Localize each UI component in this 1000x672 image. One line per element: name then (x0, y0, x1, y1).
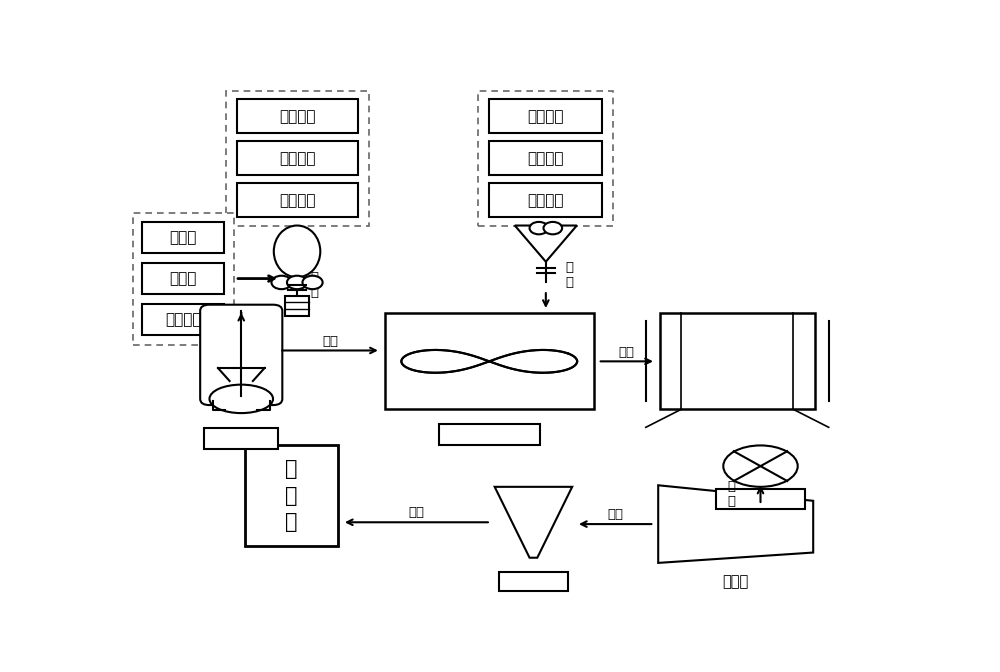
Text: 海藻酸: 海藻酸 (169, 271, 197, 286)
FancyBboxPatch shape (385, 313, 594, 409)
Text: 冷却: 冷却 (619, 345, 635, 359)
Ellipse shape (723, 446, 798, 487)
Text: 计量: 计量 (322, 335, 338, 347)
Text: 包装: 包装 (408, 507, 424, 519)
FancyBboxPatch shape (237, 141, 358, 175)
Circle shape (302, 276, 323, 289)
FancyBboxPatch shape (237, 183, 358, 217)
FancyBboxPatch shape (489, 183, 602, 217)
Text: 反应釜: 反应釜 (228, 431, 254, 446)
Text: 专
用
肥: 专 用 肥 (285, 460, 298, 532)
Text: 计
量: 计 量 (310, 271, 318, 299)
Text: 振动筛: 振动筛 (723, 574, 749, 589)
FancyBboxPatch shape (142, 222, 224, 253)
Polygon shape (515, 226, 577, 261)
FancyBboxPatch shape (499, 573, 568, 591)
FancyBboxPatch shape (237, 99, 358, 133)
FancyBboxPatch shape (716, 489, 805, 509)
Circle shape (544, 222, 562, 235)
FancyBboxPatch shape (478, 91, 613, 226)
Text: 过
筛: 过 筛 (727, 480, 735, 508)
FancyBboxPatch shape (489, 99, 602, 133)
FancyBboxPatch shape (439, 424, 540, 445)
FancyBboxPatch shape (660, 313, 815, 409)
FancyBboxPatch shape (204, 428, 278, 449)
FancyBboxPatch shape (489, 141, 602, 175)
Text: 氨基酸: 氨基酸 (169, 230, 197, 245)
FancyBboxPatch shape (285, 296, 309, 316)
Text: 第三原料: 第三原料 (527, 193, 564, 208)
Text: 第二原料: 第二原料 (527, 151, 564, 166)
FancyBboxPatch shape (200, 304, 282, 405)
FancyBboxPatch shape (245, 446, 338, 546)
Text: 计量称: 计量称 (520, 574, 547, 589)
Text: 第五原料: 第五原料 (279, 151, 316, 166)
Text: 第一原料: 第一原料 (527, 109, 564, 124)
Text: 冷风冷却: 冷风冷却 (743, 491, 778, 506)
Text: 转鼓造粒机: 转鼓造粒机 (467, 427, 511, 442)
Text: 复硝酚钠: 复硝酚钠 (165, 312, 201, 327)
FancyBboxPatch shape (133, 212, 234, 345)
Polygon shape (658, 485, 813, 563)
Text: 第四原料: 第四原料 (279, 109, 316, 124)
FancyBboxPatch shape (142, 263, 224, 294)
Circle shape (271, 276, 292, 289)
Polygon shape (495, 487, 572, 558)
FancyBboxPatch shape (226, 91, 369, 226)
Text: 计量: 计量 (607, 508, 623, 521)
Circle shape (530, 222, 548, 235)
Ellipse shape (274, 226, 320, 278)
Ellipse shape (209, 384, 273, 413)
Circle shape (287, 276, 307, 289)
Text: 计
量: 计 量 (565, 261, 573, 289)
Text: 第六原料: 第六原料 (279, 193, 316, 208)
FancyBboxPatch shape (142, 304, 224, 335)
